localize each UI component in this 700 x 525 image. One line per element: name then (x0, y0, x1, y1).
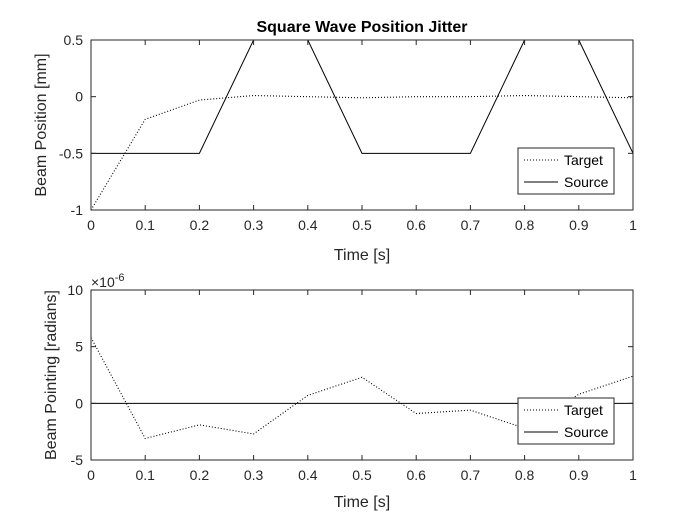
x-tick-label: 0.6 (406, 217, 426, 233)
x-tick-label: 0.5 (352, 467, 372, 483)
y-tick-label: 0 (75, 89, 83, 105)
x-tick-label: 0.3 (244, 467, 264, 483)
x-tick-label: 0.7 (461, 467, 481, 483)
y-exponent-power: -6 (115, 272, 125, 284)
y-tick-label: 5 (75, 339, 83, 355)
y-tick-label: 10 (67, 282, 83, 298)
x-tick-label: 0.9 (569, 217, 589, 233)
position-plot: Square Wave Position Jitter Time [s] Bea… (33, 19, 637, 264)
x-tick-label: 0.6 (406, 467, 426, 483)
x-tick-label: 0.1 (135, 217, 155, 233)
x-tick-label: 1 (629, 467, 637, 483)
y-tick-label: -0.5 (59, 145, 83, 161)
y-tick-label: -5 (71, 452, 84, 468)
legend-box (517, 147, 615, 195)
legend: Target Source (517, 397, 615, 445)
legend-label-target: Target (564, 402, 603, 418)
x-tick-label: 0 (87, 217, 95, 233)
pointing-plot: ×10-6 Time [s] Beam Pointing [radians] 0… (43, 272, 637, 511)
legend: Target Source (517, 147, 615, 195)
y-tick-label: 0.5 (64, 32, 84, 48)
y-exponent-base: ×10 (91, 274, 115, 290)
legend-label-source: Source (564, 174, 609, 190)
legend-box (517, 397, 615, 445)
legend-label-source: Source (564, 424, 609, 440)
x-tick-label: 0.7 (461, 217, 481, 233)
y-tick-label: -1 (71, 202, 84, 218)
series-line-source (91, 40, 633, 154)
x-tick-label: 1 (629, 217, 637, 233)
x-tick-label: 0.8 (515, 467, 535, 483)
x-axis-label: Time [s] (334, 247, 390, 264)
y-tick-label: 0 (75, 395, 83, 411)
x-tick-label: 0.8 (515, 217, 535, 233)
chart-title: Square Wave Position Jitter (256, 19, 467, 36)
y-axis-label: Beam Pointing [radians] (43, 290, 60, 460)
x-tick-label: 0.4 (298, 467, 318, 483)
x-tick-label: 0.1 (135, 467, 155, 483)
x-axis-label: Time [s] (334, 494, 390, 511)
y-exponent-label: ×10-6 (91, 272, 125, 290)
x-tick-label: 0 (87, 467, 95, 483)
y-axis-label: Beam Position [mm] (33, 53, 50, 196)
x-tick-label: 0.3 (244, 217, 264, 233)
legend-label-target: Target (564, 152, 603, 168)
x-tick-label: 0.4 (298, 217, 318, 233)
series-group (91, 40, 633, 210)
x-tick-label: 0.9 (569, 467, 589, 483)
x-tick-label: 0.5 (352, 217, 372, 233)
x-tick-label: 0.2 (190, 467, 210, 483)
x-tick-label: 0.2 (190, 217, 210, 233)
